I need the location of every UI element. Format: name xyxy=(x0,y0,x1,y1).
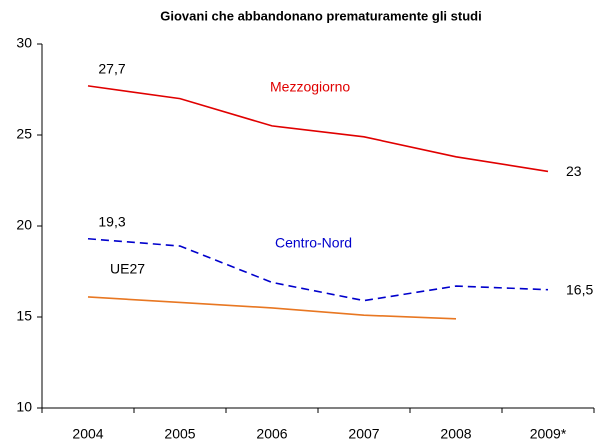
y-tick-label: 30 xyxy=(16,35,32,51)
x-tick-label: 2007 xyxy=(348,426,379,442)
x-tick-label: 2006 xyxy=(256,426,287,442)
x-tick-label: 2004 xyxy=(72,426,103,442)
series-line xyxy=(87,85,549,173)
series-line xyxy=(87,237,549,302)
value-label: 19,3 xyxy=(98,213,125,229)
series-label: Centro-Nord xyxy=(275,235,352,251)
x-tick-label: 2005 xyxy=(164,426,195,442)
series-line xyxy=(87,296,457,320)
value-label: 27,7 xyxy=(98,61,125,77)
y-tick-label: 25 xyxy=(16,126,32,142)
value-label: 16,5 xyxy=(566,281,593,297)
value-label: 23 xyxy=(566,163,582,179)
y-tick-label: 10 xyxy=(16,399,32,415)
chart-title: Giovani che abbandonano prematuramente g… xyxy=(160,8,481,23)
y-tick-label: 15 xyxy=(16,308,32,324)
series-label: Mezzogiorno xyxy=(270,79,350,95)
x-tick-label: 2009* xyxy=(530,426,567,442)
series-label: UE27 xyxy=(110,261,145,277)
y-tick-label: 20 xyxy=(16,217,32,233)
x-tick-label: 2008 xyxy=(440,426,471,442)
